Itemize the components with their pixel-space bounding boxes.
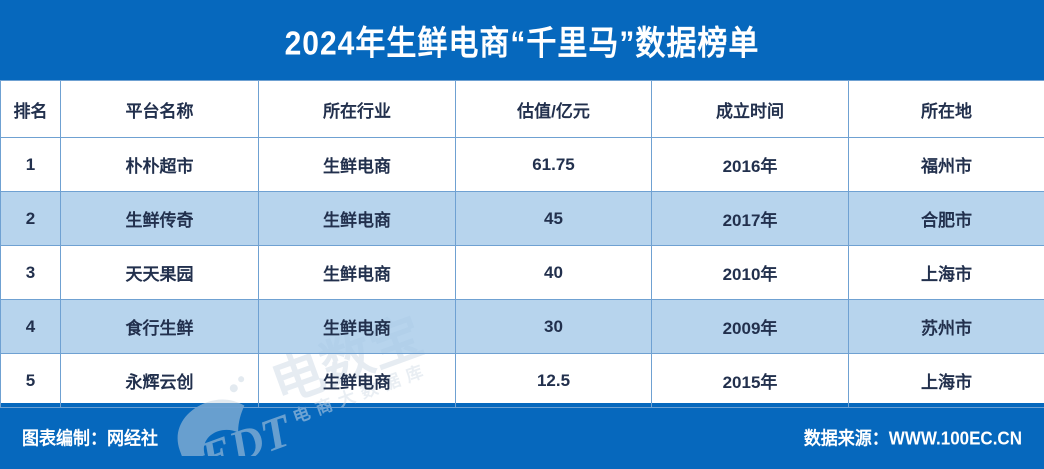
column-header-location: 所在地 [848,80,1044,138]
cell-valuation: 45 [455,191,652,246]
cell-rank: 2 [0,191,61,246]
column-header-platform: 平台名称 [60,80,259,138]
cell-location: 福州市 [848,137,1044,192]
table-row: 2 生鲜传奇 生鲜电商 45 2017年 合肥市 [0,191,1044,246]
cell-founded: 2016年 [651,137,849,192]
ranking-table: 排名 平台名称 所在行业 估值/亿元 成立时间 所在地 1 朴朴超市 生鲜电商 … [0,80,1044,408]
footer-credit: 图表编制：网经社 [22,427,158,449]
cell-platform: 生鲜传奇 [60,191,259,246]
footer-source: 数据来源：WWW.100EC.CN [803,427,1022,449]
cell-valuation: 40 [455,245,652,300]
cell-valuation: 61.75 [455,137,652,192]
column-header-rank: 排名 [0,80,61,138]
table-header: 排名 平台名称 所在行业 估值/亿元 成立时间 所在地 [0,80,1044,138]
cell-rank: 5 [0,353,61,408]
footer-bar: 图表编制：网经社 数据来源：WWW.100EC.CN [0,403,1044,469]
cell-platform: 天天果园 [60,245,259,300]
cell-platform: 朴朴超市 [60,137,259,192]
cell-platform: 食行生鲜 [60,299,259,354]
column-header-founded: 成立时间 [651,80,849,138]
cell-location: 上海市 [848,353,1044,408]
table-row: 1 朴朴超市 生鲜电商 61.75 2016年 福州市 [0,137,1044,192]
table-row: 4 食行生鲜 生鲜电商 30 2009年 苏州市 [0,299,1044,354]
cell-rank: 3 [0,245,61,300]
page-title: 2024年生鲜电商“千里马”数据榜单 [284,25,760,63]
cell-location: 上海市 [848,245,1044,300]
cell-industry: 生鲜电商 [258,137,456,192]
table-body: 1 朴朴超市 生鲜电商 61.75 2016年 福州市 2 生鲜传奇 生鲜电商 … [0,137,1044,408]
table-container: EDT 电数宝 电商大数据库 排名 平台名称 所在行业 估值/亿元 成立时间 所… [0,80,1044,456]
table-row: 3 天天果园 生鲜电商 40 2010年 上海市 [0,245,1044,300]
cell-valuation: 12.5 [455,353,652,408]
cell-location: 合肥市 [848,191,1044,246]
cell-founded: 2010年 [651,245,849,300]
cell-industry: 生鲜电商 [258,299,456,354]
cell-founded: 2017年 [651,191,849,246]
cell-platform: 永辉云创 [60,353,259,408]
column-header-industry: 所在行业 [258,80,456,138]
cell-founded: 2009年 [651,299,849,354]
cell-rank: 4 [0,299,61,354]
cell-industry: 生鲜电商 [258,353,456,408]
cell-industry: 生鲜电商 [258,245,456,300]
cell-founded: 2015年 [651,353,849,408]
column-header-valuation: 估值/亿元 [455,80,652,138]
cell-industry: 生鲜电商 [258,191,456,246]
table-row: 5 永辉云创 生鲜电商 12.5 2015年 上海市 [0,353,1044,408]
table-header-row: 排名 平台名称 所在行业 估值/亿元 成立时间 所在地 [0,80,1044,138]
cell-location: 苏州市 [848,299,1044,354]
cell-valuation: 30 [455,299,652,354]
chart-title-bar: 2024年生鲜电商“千里马”数据榜单 [0,0,1044,80]
cell-rank: 1 [0,137,61,192]
